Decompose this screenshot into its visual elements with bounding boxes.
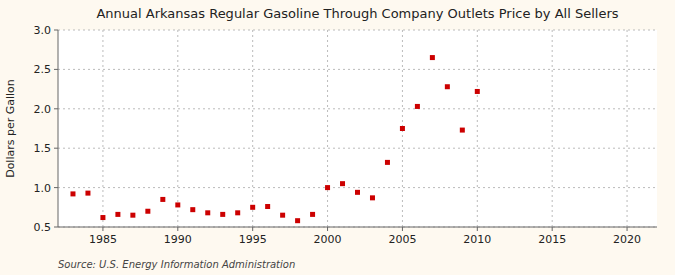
point xyxy=(100,215,105,220)
point xyxy=(250,205,255,210)
tick-label-y: 1.5 xyxy=(34,142,52,155)
point xyxy=(310,212,315,217)
point xyxy=(280,213,285,218)
point xyxy=(205,210,210,215)
point xyxy=(385,160,390,165)
chart: 1985 1990 1995 2000 2005 2010 2015 2020 0.5 1.0 1.… xyxy=(0,0,675,275)
axis-y xyxy=(58,30,59,227)
grid xyxy=(58,30,657,227)
tick-y xyxy=(54,108,58,109)
tick-label-y: 3.0 xyxy=(34,24,52,37)
point xyxy=(235,210,240,215)
grid-line-x xyxy=(627,30,628,227)
point xyxy=(115,212,120,217)
point xyxy=(430,55,435,60)
tick-label-x: 2015 xyxy=(538,233,566,246)
tick-label-y: 1.0 xyxy=(34,182,52,195)
point xyxy=(85,191,90,196)
tick-x xyxy=(552,227,553,231)
point xyxy=(160,197,165,202)
tick-label-y: 2.5 xyxy=(34,63,52,76)
point xyxy=(475,89,480,94)
grid-line-x xyxy=(552,30,553,227)
y-axis-label: Dollars per Gallon xyxy=(4,79,17,178)
point xyxy=(295,218,300,223)
tick-y xyxy=(54,187,58,188)
axis-x xyxy=(58,227,657,228)
point xyxy=(175,202,180,207)
tick-label-x: 2000 xyxy=(314,233,342,246)
grid-line-x xyxy=(477,30,478,227)
tick-label-x: 2010 xyxy=(463,233,491,246)
point xyxy=(70,191,75,196)
point xyxy=(370,195,375,200)
tick-y xyxy=(54,227,58,228)
tick-y xyxy=(54,148,58,149)
grid-line-y xyxy=(58,30,657,31)
tick-x xyxy=(402,227,403,231)
plot-background xyxy=(58,30,657,227)
grid-line-x xyxy=(327,30,328,227)
tick-x xyxy=(177,227,178,231)
point xyxy=(130,213,135,218)
point xyxy=(340,181,345,186)
grid-line-x xyxy=(252,30,253,227)
axes: 1985 1990 1995 2000 2005 2010 2015 2020 0.5 1.0 1.… xyxy=(34,24,658,246)
point xyxy=(355,190,360,195)
point xyxy=(325,185,330,190)
grid-line-y xyxy=(58,108,657,109)
point xyxy=(265,204,270,209)
point xyxy=(415,104,420,109)
point xyxy=(220,212,225,217)
tick-x xyxy=(102,227,103,231)
tick-x xyxy=(252,227,253,231)
tick-label-x: 1990 xyxy=(164,233,192,246)
tick-label-x: 2005 xyxy=(388,233,416,246)
point xyxy=(145,209,150,214)
point xyxy=(445,84,450,89)
tick-y xyxy=(54,30,58,31)
grid-line-y xyxy=(58,227,657,228)
tick-x xyxy=(477,227,478,231)
grid-line-y xyxy=(58,148,657,149)
tick-label-x: 1985 xyxy=(89,233,117,246)
tick-label-y: 0.5 xyxy=(34,221,52,234)
tick-x xyxy=(627,227,628,231)
tick-label-y: 2.0 xyxy=(34,103,52,116)
grid-line-y xyxy=(58,69,657,70)
point xyxy=(190,207,195,212)
points xyxy=(70,55,479,223)
grid-line-y xyxy=(58,187,657,188)
point xyxy=(460,128,465,133)
title: Annual Arkansas Regular Gasoline Through… xyxy=(96,6,618,21)
point xyxy=(400,126,405,131)
tick-label-x: 1995 xyxy=(239,233,267,246)
tick-y xyxy=(54,69,58,70)
source: Source: U.S. Energy Information Administ… xyxy=(58,259,295,270)
grid-line-x xyxy=(102,30,103,227)
grid-line-x xyxy=(177,30,178,227)
tick-label-x: 2020 xyxy=(613,233,641,246)
tick-x xyxy=(327,227,328,231)
